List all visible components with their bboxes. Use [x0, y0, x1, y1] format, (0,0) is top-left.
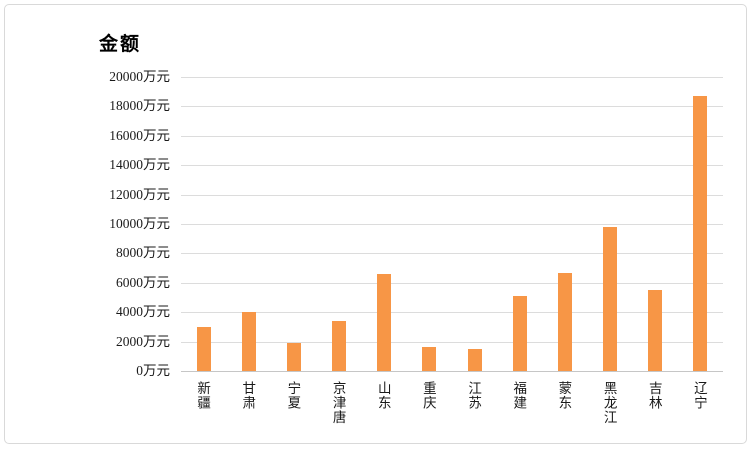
gridline: [181, 341, 723, 343]
bar-重庆[interactable]: [422, 347, 437, 371]
bar-江苏[interactable]: [467, 349, 482, 371]
bar-山东[interactable]: [377, 274, 392, 371]
x-tick-label: 山东: [375, 381, 391, 410]
bar-甘肃[interactable]: [241, 312, 256, 371]
y-tick-label: 0万元: [136, 363, 170, 378]
y-tick-label: 20000万元: [109, 69, 170, 84]
bar-吉林[interactable]: [648, 290, 663, 371]
y-tick-label: 18000万元: [109, 98, 170, 114]
bar-新疆[interactable]: [196, 327, 211, 371]
x-tick-label: 黑龙江: [601, 381, 617, 425]
y-tick-label: 16000万元: [109, 127, 170, 143]
x-tick-label: 新疆: [195, 381, 211, 410]
x-tick-label: 重庆: [420, 381, 436, 410]
gridline: [181, 224, 723, 225]
bar-辽宁[interactable]: [693, 96, 708, 371]
y-tick-label: 6000万元: [116, 274, 170, 290]
chart-title: 金额: [99, 34, 142, 55]
gridline: [181, 253, 723, 255]
y-tick-label: 4000万元: [116, 304, 170, 320]
gridline: [181, 194, 723, 196]
y-tick-label: 14000万元: [109, 157, 170, 173]
gridline: [181, 312, 723, 314]
chart-frame: 金额 0万元 2000万元 4000万元 6000万元 8000万元 10000万元 120…: [4, 4, 747, 444]
x-tick-label: 蒙东: [556, 381, 572, 410]
bar-蒙东[interactable]: [557, 273, 572, 371]
x-tick-label: 辽宁: [691, 381, 707, 410]
x-axis: 新疆 甘肃 宁夏 京津唐 山东 重庆 江苏 福建 蒙东 黑龙江 吉林 辽宁: [181, 381, 723, 441]
bar-宁夏[interactable]: [286, 343, 301, 371]
y-tick-label: 12000万元: [109, 186, 170, 202]
x-tick-label: 吉林: [646, 381, 662, 410]
x-tick-label: 福建: [511, 381, 527, 410]
y-tick-label: 10000万元: [109, 216, 170, 231]
gridline: [181, 135, 723, 137]
plot-area: [181, 77, 723, 372]
gridline: [181, 77, 723, 78]
gridline: [181, 165, 723, 167]
x-tick-label: 江苏: [466, 381, 482, 410]
x-tick-label: 宁夏: [285, 381, 301, 410]
y-tick-label: 8000万元: [116, 245, 170, 261]
x-tick-label: 京津唐: [330, 381, 346, 425]
gridline: [181, 282, 723, 284]
bar-京津唐[interactable]: [332, 321, 347, 371]
bar-黑龙江[interactable]: [603, 227, 618, 371]
x-axis-line: [181, 371, 723, 372]
y-axis: 0万元 2000万元 4000万元 6000万元 8000万元 10000万元 12000万…: [5, 5, 170, 443]
x-tick-label: 甘肃: [240, 381, 256, 410]
gridline: [181, 106, 723, 108]
y-tick-label: 2000万元: [116, 333, 170, 349]
bar-福建[interactable]: [512, 296, 527, 371]
